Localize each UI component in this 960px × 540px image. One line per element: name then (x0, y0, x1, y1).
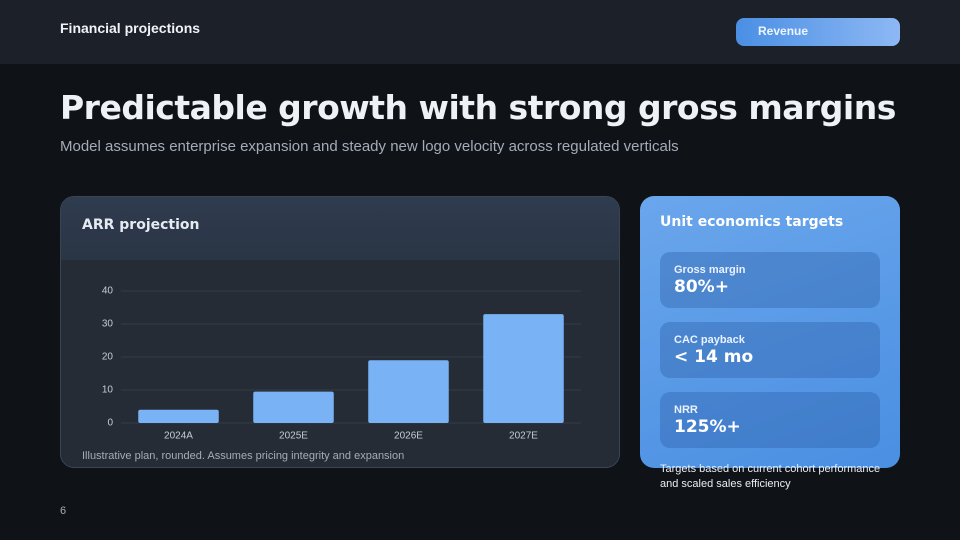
metric-value: < 14 mo (674, 347, 754, 367)
slide-title: Predictable growth with strong gross mar… (60, 88, 896, 127)
chart-title: ARR projection (82, 217, 200, 233)
metric-label: Gross margin (674, 264, 746, 276)
chart-footnote: Illustrative plan, rounded. Assumes pric… (82, 450, 405, 462)
panel-title: Unit economics targets (660, 214, 844, 230)
y-tick-label: 10 (102, 385, 114, 396)
bar (138, 409, 219, 423)
side-panel: Unit economics targets Gross margin 80%+ C… (640, 196, 900, 468)
metric-value: 80%+ (674, 277, 729, 297)
x-tick-label: 2025E (279, 431, 308, 442)
metric-label: CAC payback (674, 334, 745, 346)
x-tick-label: 2024A (164, 431, 193, 442)
metric-card: Gross margin 80%+ (660, 252, 880, 308)
y-tick-label: 40 (102, 286, 114, 297)
y-tick-label: 0 (107, 418, 113, 429)
bar (368, 360, 449, 423)
bar (483, 314, 564, 423)
chart: 0 10 20 30 40 2024A 2025E 2026E 2027E (102, 286, 581, 442)
x-tick-label: 2026E (394, 431, 423, 442)
bar (253, 391, 334, 423)
panel-note: Targets based on current cohort performa… (660, 463, 881, 490)
slide-subtitle: Model assumes enterprise expansion and s… (60, 138, 679, 155)
y-tick-label: 30 (102, 319, 114, 330)
chart-card: ARR projection 0 10 20 30 40 2024A 2025E 2026E 2… (60, 196, 620, 468)
metric-label: NRR (674, 404, 698, 416)
card-header (61, 197, 619, 260)
metric-card: NRR 125%+ (660, 392, 880, 448)
page-number: 6 (60, 505, 67, 517)
x-tick-label: 2027E (509, 431, 538, 442)
metric-value: 125%+ (674, 417, 741, 437)
header-title: Financial projections (60, 20, 201, 36)
tab-pill[interactable] (736, 18, 900, 46)
tab-label[interactable]: Revenue (758, 24, 809, 38)
metric-card: CAC payback < 14 mo (660, 322, 880, 378)
y-tick-label: 20 (102, 352, 114, 363)
